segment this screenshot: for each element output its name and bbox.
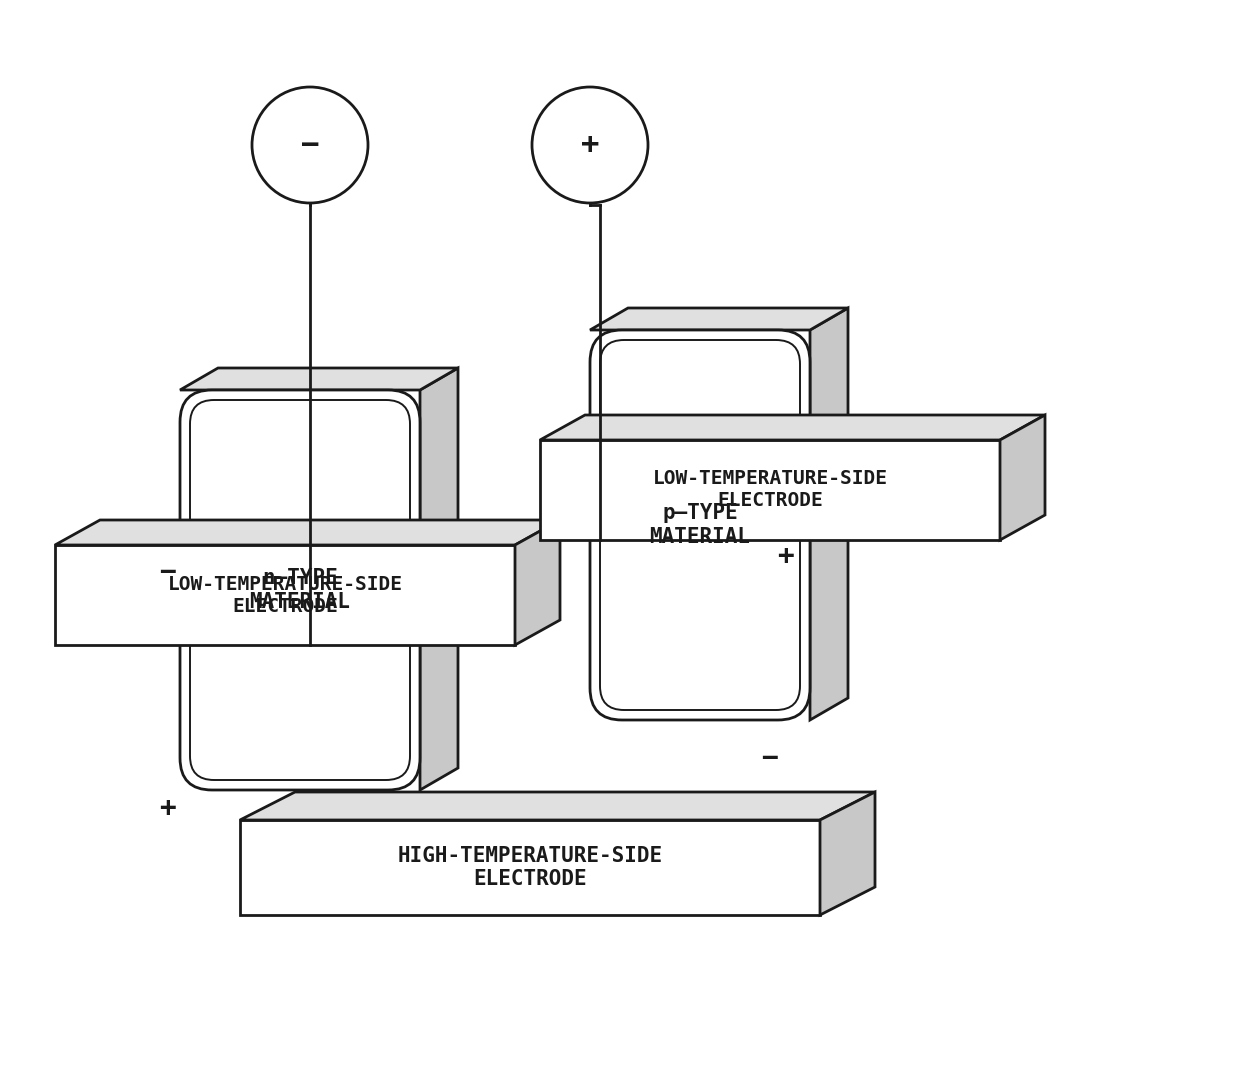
Polygon shape [590, 308, 848, 330]
Circle shape [532, 87, 649, 202]
Text: +: + [159, 794, 175, 822]
Polygon shape [539, 415, 1045, 440]
Polygon shape [820, 792, 875, 915]
Polygon shape [55, 520, 560, 545]
Polygon shape [180, 368, 458, 390]
Polygon shape [999, 415, 1045, 540]
Text: LOW-TEMPERATURE-SIDE
ELECTRODE: LOW-TEMPERATURE-SIDE ELECTRODE [652, 470, 888, 510]
Text: HIGH-TEMPERATURE-SIDE
ELECTRODE: HIGH-TEMPERATURE-SIDE ELECTRODE [398, 845, 662, 890]
Polygon shape [810, 308, 848, 721]
Polygon shape [241, 792, 875, 820]
FancyBboxPatch shape [590, 330, 810, 721]
Polygon shape [515, 520, 560, 645]
Polygon shape [539, 440, 999, 540]
Text: LOW-TEMPERATURE-SIDE
ELECTRODE: LOW-TEMPERATURE-SIDE ELECTRODE [167, 574, 403, 615]
FancyBboxPatch shape [180, 390, 420, 791]
Text: +: + [580, 130, 599, 159]
Text: −: − [159, 558, 175, 586]
Text: −: − [761, 744, 779, 772]
Polygon shape [55, 545, 515, 645]
Polygon shape [420, 368, 458, 791]
Polygon shape [241, 820, 820, 915]
Circle shape [252, 87, 368, 202]
Text: +: + [776, 542, 794, 570]
Text: p–TYPE
MATERIAL: p–TYPE MATERIAL [650, 503, 750, 547]
Text: −: − [301, 130, 319, 159]
Text: n–TYPE
MATERIAL: n–TYPE MATERIAL [249, 569, 351, 612]
